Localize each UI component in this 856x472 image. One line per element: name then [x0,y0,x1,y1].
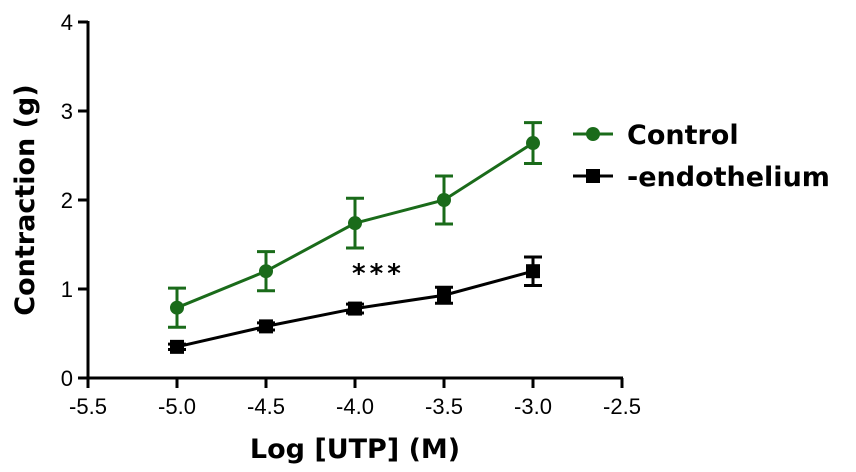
significance-annotation: *** [352,259,405,289]
legend-item-2: -endothelium [573,162,830,193]
legend: Control -endothelium [573,120,830,193]
y-axis-title: Contraction (g) [10,84,41,315]
data-point [348,301,362,316]
data-point [526,264,540,279]
series-1 [168,121,542,329]
data-point [259,264,273,279]
x-tick-label: -2.5 [603,394,641,419]
data-point [259,319,273,334]
data-point [437,288,451,303]
data-point [170,300,184,315]
legend-item-1: Control [573,120,739,151]
legend-marker [586,169,600,183]
x-tick-label: -5.5 [69,394,107,419]
y-tick-label: 1 [61,277,73,302]
y-tick-label: 3 [61,99,73,124]
x-tick-label: -4.0 [336,394,374,419]
y-tick-label: 2 [61,188,73,213]
x-axis-title: Log [UTP] (M) [250,434,460,465]
x-tick-label: -3.0 [514,394,552,419]
axes: -5.5 -5.0 -4.5 -4.0 -3.5 -3.0 -2.5 0 1 2 3 4 [61,10,641,419]
series-layer [168,121,542,354]
data-point [170,339,184,354]
x-tick-label: -4.5 [247,394,285,419]
legend-label: Control [627,120,739,151]
data-point [526,136,540,151]
x-tick-label: -3.5 [425,394,463,419]
x-tick-label: -5.0 [158,394,196,419]
data-point [348,216,362,231]
y-tick-label: 0 [61,366,73,391]
data-point [437,193,451,207]
y-tick-label: 4 [61,10,73,35]
legend-marker [586,127,600,141]
series-2 [168,255,542,354]
legend-label: -endothelium [627,162,830,193]
